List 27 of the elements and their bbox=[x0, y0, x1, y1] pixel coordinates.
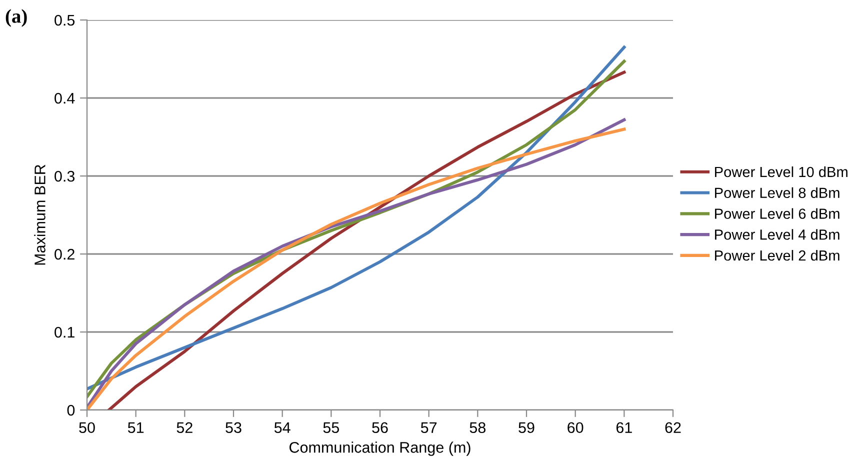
x-tick-label: 59 bbox=[518, 422, 534, 434]
y-tick-label: 0.1 bbox=[54, 326, 74, 338]
y-axis-title: Maximum BER bbox=[34, 164, 46, 265]
x-tick-label: 51 bbox=[128, 422, 144, 434]
x-tick-label: 52 bbox=[176, 422, 192, 434]
text: (a) bbox=[6, 9, 27, 27]
y-tick-label: 0.2 bbox=[54, 248, 74, 260]
legend-label: Power Level 6 dBm bbox=[715, 208, 840, 219]
x-tick-label: 56 bbox=[372, 422, 388, 434]
x-tick-label: 53 bbox=[226, 422, 242, 434]
y-tick-label: 0.4 bbox=[54, 92, 75, 104]
legend-label: Power Level 10 dBm bbox=[715, 166, 848, 178]
legend-label: Power Level 2 dBm bbox=[715, 250, 840, 261]
x-tick-label: 62 bbox=[665, 422, 681, 434]
x-tick-label: 57 bbox=[420, 422, 437, 434]
x-tick-label: 60 bbox=[568, 422, 584, 434]
x-axis-title: Communication Range (m) bbox=[290, 442, 470, 456]
x-tick-label: 50 bbox=[79, 422, 95, 434]
y-tick-label: 0.3 bbox=[54, 170, 75, 182]
x-tick-label: 61 bbox=[616, 422, 632, 434]
x-tick-label: 58 bbox=[470, 422, 486, 434]
x-tick-label: 55 bbox=[323, 422, 340, 434]
x-tick-label: 54 bbox=[274, 422, 290, 434]
legend-label: Power Level 8 dBm bbox=[715, 187, 840, 198]
legend-label: Power Level 4 dBm bbox=[715, 229, 840, 240]
y-tick-label: 0 bbox=[67, 404, 75, 416]
y-tick-label: 0.5 bbox=[54, 14, 75, 26]
